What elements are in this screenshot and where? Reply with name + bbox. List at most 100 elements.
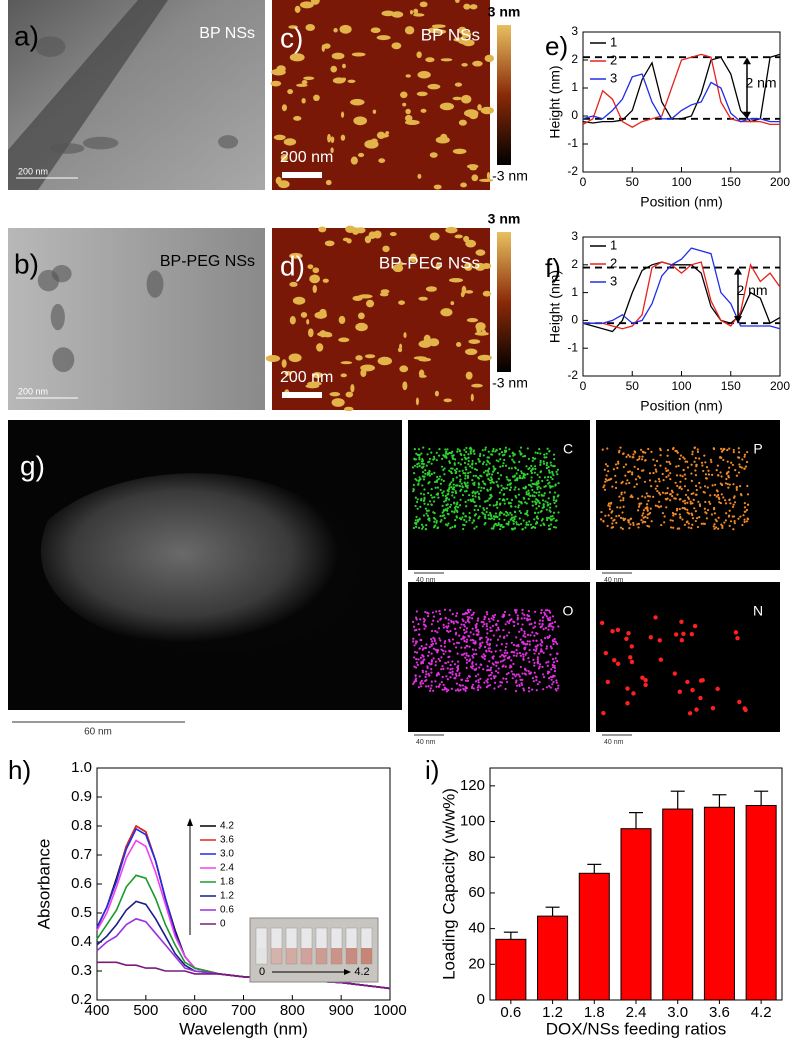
map-dot bbox=[707, 473, 711, 476]
map-dot bbox=[479, 452, 482, 456]
map-dot bbox=[413, 644, 416, 647]
map-dot bbox=[445, 456, 448, 459]
map-dot bbox=[659, 464, 662, 467]
panel-label: f) bbox=[545, 253, 561, 283]
map-dot bbox=[482, 653, 485, 656]
map-dot bbox=[439, 515, 442, 518]
map-dot bbox=[426, 453, 429, 456]
map-dot bbox=[499, 465, 502, 468]
map-dot bbox=[619, 446, 622, 449]
map-dot bbox=[426, 514, 430, 517]
map-dot bbox=[547, 465, 550, 469]
map-dot bbox=[644, 507, 647, 510]
map-dot bbox=[632, 521, 635, 525]
map-dot bbox=[440, 518, 443, 522]
map-dot bbox=[412, 640, 415, 643]
map-dot bbox=[733, 519, 736, 523]
panel-label: e) bbox=[545, 31, 568, 61]
map-dot bbox=[663, 515, 666, 518]
panel-caption: BP NSs bbox=[421, 25, 480, 44]
x-tick-label: 700 bbox=[231, 1002, 256, 1019]
map-dot bbox=[644, 515, 647, 518]
map-dot bbox=[453, 506, 457, 509]
afm-flake bbox=[462, 39, 475, 47]
map-dot bbox=[436, 620, 439, 623]
legend-label: 2 bbox=[610, 255, 617, 270]
map-dot bbox=[494, 523, 497, 526]
map-dot bbox=[420, 452, 423, 455]
map-dot bbox=[482, 454, 485, 457]
map-dot bbox=[477, 492, 481, 495]
map-dot bbox=[437, 627, 441, 630]
map-dot bbox=[424, 679, 427, 683]
map-dot bbox=[551, 477, 554, 481]
map-dot bbox=[415, 610, 418, 613]
map-dot bbox=[491, 624, 495, 628]
map-dot bbox=[716, 464, 719, 467]
x-axis-label: DOX/NSs feeding ratios bbox=[546, 1019, 726, 1038]
map-dot bbox=[541, 517, 544, 521]
map-dot bbox=[443, 517, 446, 520]
map-dot bbox=[530, 526, 533, 530]
colorbar-bottom: -3 nm bbox=[492, 375, 528, 391]
map-dot bbox=[616, 466, 619, 470]
map-dot bbox=[484, 517, 487, 520]
map-dot bbox=[683, 499, 686, 502]
map-dot bbox=[427, 482, 430, 485]
afm-flake bbox=[468, 339, 481, 344]
map-dot bbox=[659, 447, 662, 450]
map-dot bbox=[720, 447, 723, 450]
map-dot bbox=[481, 449, 484, 452]
map-dot bbox=[474, 474, 478, 477]
map-dot bbox=[698, 504, 702, 508]
map-dot bbox=[720, 475, 723, 478]
map-dot bbox=[737, 471, 741, 474]
map-dot bbox=[438, 609, 441, 613]
map-dot bbox=[640, 458, 644, 461]
map-dot bbox=[612, 657, 617, 663]
panel-caption: BP-PEG NSs bbox=[160, 253, 255, 270]
map-dot bbox=[482, 506, 485, 510]
map-dot bbox=[620, 491, 623, 494]
afm-flake bbox=[466, 317, 479, 323]
map-dot bbox=[438, 683, 441, 686]
map-dot bbox=[726, 471, 729, 474]
map-dot bbox=[743, 506, 747, 509]
map-dot bbox=[418, 633, 421, 636]
map-dot bbox=[650, 520, 653, 523]
map-dot bbox=[549, 506, 552, 509]
map-dot bbox=[457, 641, 460, 645]
map-dot bbox=[655, 470, 658, 473]
map-dot bbox=[473, 668, 476, 671]
map-dot bbox=[481, 511, 484, 514]
map-dot bbox=[508, 631, 511, 634]
map-dot bbox=[521, 672, 524, 675]
afm-flake bbox=[312, 267, 320, 274]
map-dot bbox=[524, 526, 527, 529]
tem-flake bbox=[51, 265, 72, 283]
map-dot bbox=[710, 705, 716, 711]
map-dot bbox=[536, 487, 539, 491]
map-dot bbox=[549, 675, 552, 678]
map-dot bbox=[443, 641, 446, 645]
map-dot bbox=[448, 451, 451, 455]
map-dot bbox=[551, 470, 554, 473]
map-dot bbox=[698, 695, 703, 701]
vial-liquid bbox=[346, 948, 357, 964]
map-dot bbox=[436, 486, 440, 489]
map-dot bbox=[727, 474, 730, 478]
x-tick-label: 500 bbox=[133, 1002, 158, 1019]
map-dot bbox=[732, 451, 735, 454]
map-dot bbox=[538, 491, 541, 494]
map-dot bbox=[609, 502, 612, 505]
map-dot bbox=[538, 476, 541, 479]
map-dot bbox=[536, 682, 539, 686]
map-dot bbox=[540, 638, 543, 642]
map-dot bbox=[745, 520, 749, 523]
map-dot bbox=[447, 661, 450, 664]
map-dot bbox=[451, 670, 454, 673]
x-tick-label: 150 bbox=[721, 379, 741, 393]
map-dot bbox=[709, 458, 713, 461]
map-dot bbox=[525, 643, 528, 646]
map-dot bbox=[499, 655, 502, 658]
